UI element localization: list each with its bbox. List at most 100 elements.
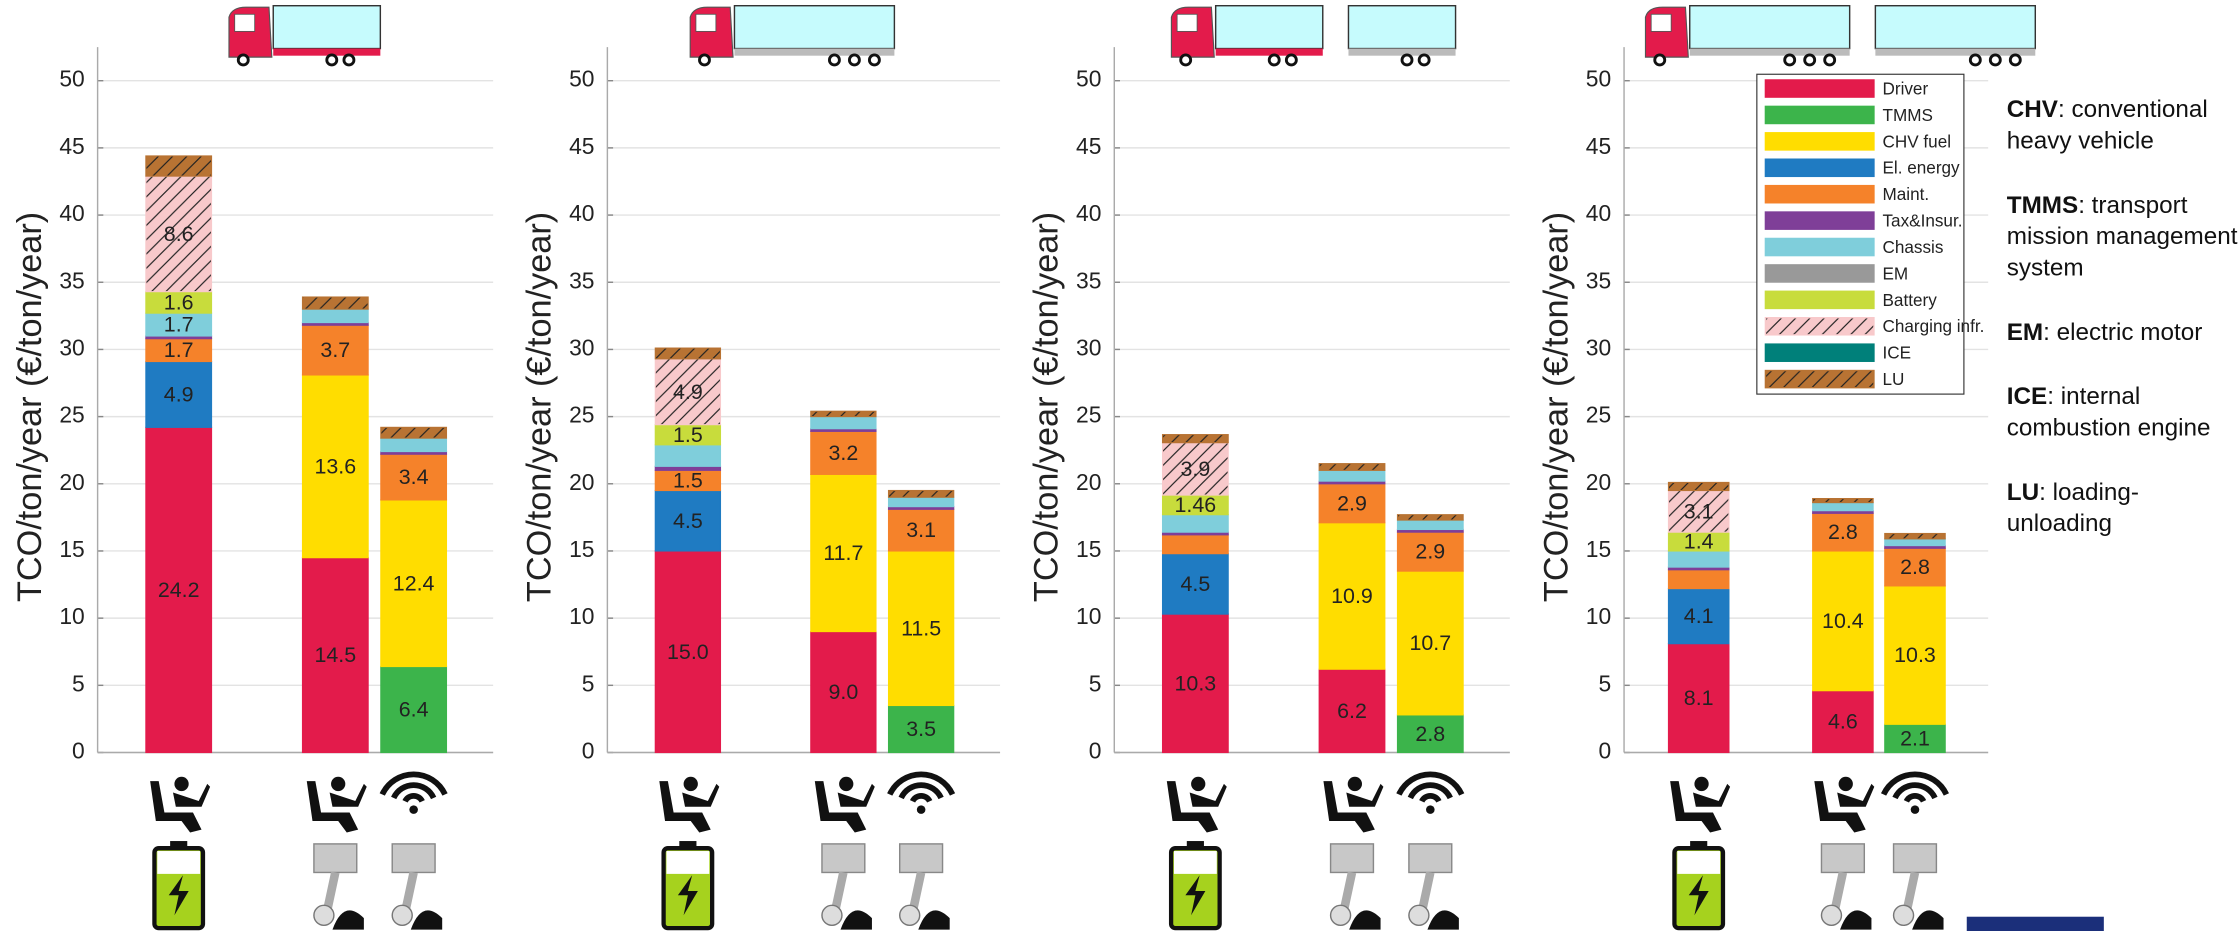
annotation: CHV: conventional heavy vehicle	[2007, 94, 2238, 157]
icon-battery	[157, 851, 201, 874]
legend-label: LU	[1883, 369, 1905, 389]
icon-piston	[840, 910, 872, 930]
y-tick-label: 25	[59, 402, 84, 428]
value-label: 2.8	[1828, 520, 1858, 544]
truck-chassis	[273, 48, 381, 56]
y-tick-label: 50	[59, 66, 84, 92]
legend-label: TMMS	[1883, 105, 1933, 125]
bar-segment	[1812, 512, 1874, 552]
y-tick-label: 50	[569, 66, 594, 92]
bar-segment	[1667, 481, 1730, 492]
bar-segment	[1667, 588, 1730, 645]
value-label: 2.8	[1900, 555, 1930, 579]
icon-piston	[1892, 904, 1915, 927]
icon-battery	[170, 841, 188, 850]
y-tick-label: 45	[59, 133, 84, 159]
annotation: ICE: internal combustion engine	[2007, 381, 2238, 444]
icon-battery	[1690, 841, 1708, 850]
legend-swatch	[1764, 105, 1875, 125]
truck-cab	[695, 13, 717, 32]
y-tick-label: 30	[59, 334, 84, 360]
icon-wifi	[1910, 805, 1920, 814]
truck-wheel	[1267, 53, 1281, 67]
truck-trailer	[1347, 4, 1457, 50]
annotation: LU: loading-unloading	[2007, 477, 2238, 540]
icon-battery	[1186, 841, 1204, 850]
y-tick-label: 35	[1076, 267, 1101, 293]
legend-swatch	[1764, 237, 1875, 257]
truck-wheel	[1803, 53, 1817, 67]
value-label: 1.7	[164, 313, 194, 337]
y-axis-label: TCO/ton/year (€/ton/year)	[11, 212, 49, 602]
y-tick-label: 10	[1586, 603, 1611, 629]
value-label: 13.6	[314, 454, 356, 478]
bar-segment	[145, 155, 213, 177]
icon-driver	[174, 776, 189, 792]
truck-wheel	[867, 53, 881, 67]
bar-segment	[1667, 489, 1730, 533]
truck-trailer	[1874, 4, 2037, 50]
annotation-term: EM	[2006, 318, 2044, 346]
bar-segment	[380, 665, 448, 754]
legend-label: Tax&Insur.	[1883, 211, 1963, 231]
bar-segment	[1161, 434, 1229, 444]
truck-cab	[234, 13, 256, 32]
icon-driver	[814, 781, 875, 833]
truck-trailer	[1214, 4, 1324, 50]
value-label: 1.6	[164, 290, 194, 314]
bar-segment	[1396, 570, 1464, 716]
icon-wifi	[887, 771, 956, 796]
truck-wheel	[1988, 53, 2002, 67]
annotation: EM: electric motor	[2007, 317, 2238, 348]
y-axis-label: TCO/ton/year (€/ton/year)	[1537, 212, 1575, 602]
bar-segment	[810, 410, 877, 418]
icon-driver	[150, 781, 211, 833]
icon-piston	[898, 843, 944, 874]
bar-segment	[1812, 690, 1874, 754]
value-label: 8.6	[164, 222, 194, 246]
legend-label: Battery	[1883, 290, 1938, 310]
legend-box	[1756, 73, 1965, 395]
truck-wheel	[1284, 53, 1298, 67]
value-label: 11.5	[901, 616, 941, 640]
icon-piston	[313, 843, 358, 874]
truck-wheel	[236, 53, 250, 67]
bar-segment	[887, 496, 955, 508]
bar-segment	[1812, 550, 1874, 692]
annotation: TMMS: transport mission management syste…	[2007, 190, 2238, 284]
icon-driver	[683, 776, 698, 792]
y-tick-label: 5	[1598, 670, 1611, 696]
legend-label: El. energy	[1883, 158, 1961, 178]
bar-segment	[301, 557, 369, 754]
bar-segment	[1884, 585, 1946, 725]
icon-piston	[1840, 910, 1872, 930]
truck-chassis	[1689, 48, 1850, 56]
legend-swatch	[1764, 79, 1875, 98]
y-tick-label: 30	[569, 334, 594, 360]
value-label: 4.5	[673, 509, 703, 533]
footer-bar	[1966, 916, 2104, 931]
bar-segment	[1318, 469, 1386, 482]
value-label: 2.8	[1415, 722, 1445, 746]
y-tick-label: 40	[1076, 200, 1101, 226]
value-label: 15.0	[667, 640, 709, 664]
value-label: 4.9	[164, 383, 194, 407]
y-tick-label: 40	[1586, 200, 1611, 226]
icon-piston	[1820, 843, 1866, 874]
icon-piston	[313, 904, 335, 927]
icon-battery	[1688, 875, 1709, 916]
icon-driver	[659, 781, 720, 833]
value-label: 9.0	[828, 680, 858, 704]
y-tick-label: 20	[569, 469, 594, 495]
truck-cab	[1176, 13, 1198, 32]
bar-segment	[380, 426, 448, 439]
bar-segment	[654, 550, 722, 754]
value-label: 12.4	[393, 571, 435, 595]
annotation-text: : transport mission management system	[2006, 191, 2238, 282]
icon-wifi	[909, 793, 933, 803]
bar-segment	[1812, 502, 1874, 512]
legend-swatch	[1764, 343, 1875, 362]
icon-driver	[1814, 781, 1875, 833]
bar-segment	[1396, 531, 1464, 572]
annotation-term: TMMS	[2006, 191, 2079, 219]
